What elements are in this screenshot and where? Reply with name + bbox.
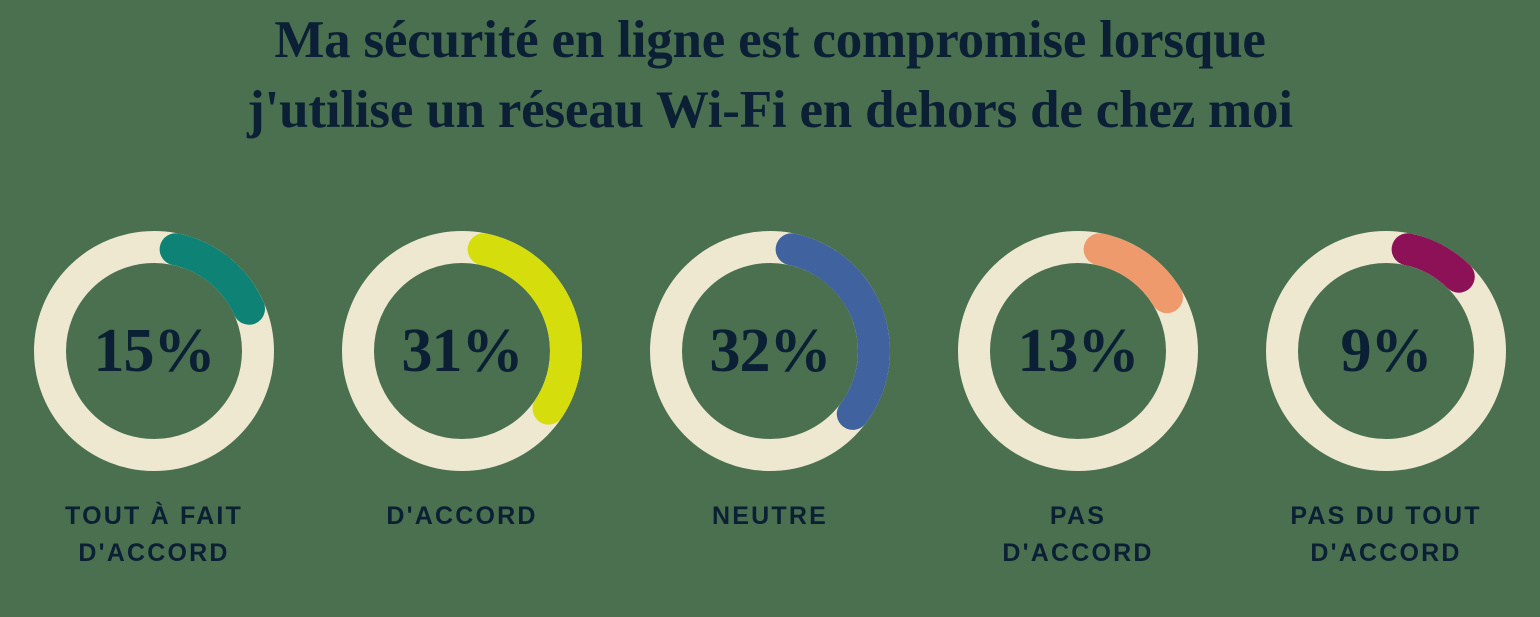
- donut-track: [958, 231, 1198, 471]
- donut-track: [34, 231, 274, 471]
- donut-category-label: TOUT À FAIT D'ACCORD: [65, 502, 243, 567]
- donut-arc-svg: [1266, 231, 1506, 471]
- donut-ring: 15%: [31, 228, 277, 474]
- donut-value-arc: [342, 231, 582, 471]
- donut-percentage-value: 13%: [1017, 317, 1140, 385]
- donut-value-arc: [958, 231, 1198, 471]
- donut-value-arc: [34, 231, 274, 471]
- donut-chart-1: 15% TOUT À FAIT D'ACCORD: [0, 228, 308, 571]
- donut-arc-svg: [342, 231, 582, 471]
- donut-chart-2: 31% D'ACCORD: [308, 228, 616, 535]
- donut-category-label: PAS D'ACCORD: [1002, 502, 1154, 567]
- donut-arc-svg: [650, 231, 890, 471]
- donut-ring: 13%: [955, 228, 1201, 474]
- donut-percentage-value: 9%: [1340, 317, 1433, 385]
- donut-ring: 32%: [647, 228, 893, 474]
- donut-track: [1266, 231, 1506, 471]
- donut-category-label: NEUTRE: [712, 502, 828, 530]
- donut-value-arc: [650, 231, 890, 471]
- donut-category-label: D'ACCORD: [386, 502, 538, 530]
- page-title: Ma sécurité en ligne est compromise lors…: [247, 11, 1293, 139]
- donut-percentage-value: 15%: [93, 317, 216, 385]
- donut-value-arc: [1266, 231, 1506, 471]
- donut-category-label: PAS DU TOUT D'ACCORD: [1290, 502, 1482, 567]
- donut-percentage-value: 32%: [709, 317, 832, 385]
- donut-ring: 9%: [1263, 228, 1509, 474]
- donut-chart-3: 32% NEUTRE: [616, 228, 924, 535]
- donut-chart-row: 15% TOUT À FAIT D'ACCORD 31% D'ACCORD 32% NEU…: [0, 228, 1540, 617]
- donut-chart-4: 13% PAS D'ACCORD: [924, 228, 1232, 571]
- donut-ring: 31%: [339, 228, 585, 474]
- donut-chart-5: 9% PAS DU TOUT D'ACCORD: [1232, 228, 1540, 571]
- donut-percentage-value: 31%: [401, 317, 524, 385]
- donut-arc-svg: [34, 231, 274, 471]
- donut-arc-svg: [958, 231, 1198, 471]
